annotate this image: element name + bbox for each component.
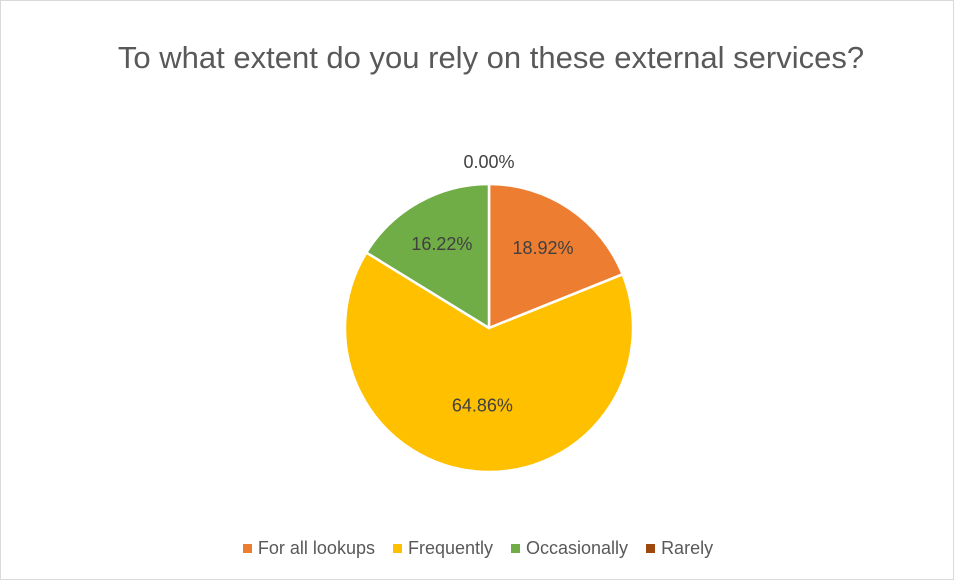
legend-swatch (646, 544, 656, 553)
pie-slice-for-all-lookups[interactable] (487, 182, 624, 330)
data-label-frequently: 64.86% (452, 395, 513, 415)
legend-label: Rarely (661, 538, 714, 558)
legend-item-for-all-lookups[interactable]: For all lookups (242, 538, 375, 559)
data-label-occasionally: 16.22% (411, 234, 472, 254)
legend-item-frequently[interactable]: Frequently (392, 538, 494, 559)
data-label-rarely: 0.00% (463, 152, 514, 172)
chart-title: To what extent do you rely on these exte… (117, 40, 865, 75)
pie-plot: 18.92% 64.86% 16.22% 0.00% (343, 152, 635, 474)
legend-label: Frequently (407, 538, 494, 558)
legend-label: Occasionally (526, 538, 629, 558)
legend-item-occasionally[interactable]: Occasionally (511, 538, 628, 559)
data-label-for-all-lookups: 18.92% (512, 238, 573, 258)
legend-swatch (511, 544, 521, 553)
legend-swatch (392, 544, 402, 553)
pie-slice-occasionally[interactable] (365, 182, 491, 330)
legend-label: For all lookups (257, 538, 375, 558)
legend: For all lookups Frequently Occasionally Rar… (1, 538, 954, 559)
legend-item-rarely[interactable]: Rarely (646, 538, 713, 559)
pie-slice-frequently[interactable] (343, 251, 635, 474)
legend-swatch (242, 544, 252, 553)
